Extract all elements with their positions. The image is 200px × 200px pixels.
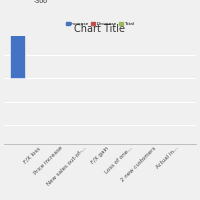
Bar [10,0,25,78]
Title: Chart Title: Chart Title [74,24,126,34]
Legend: Increase, Decrease, Total: Increase, Decrease, Total [65,21,135,27]
Text: -300: -300 [34,0,48,4]
